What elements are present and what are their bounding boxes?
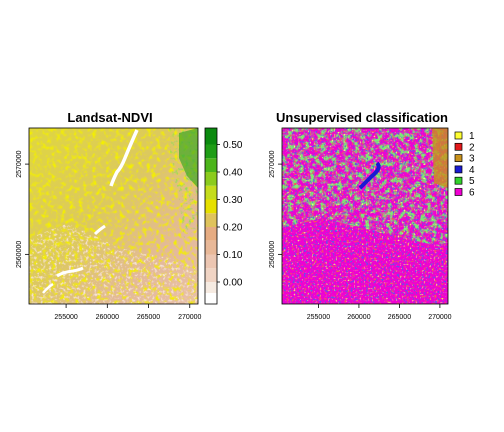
classification-map — [281, 127, 449, 305]
classification-title: Unsupervised classification — [276, 110, 448, 125]
legend-label-3: 3 — [469, 154, 475, 165]
classification-y-tick-label: 2560000 — [269, 241, 276, 268]
classification-x-tick-label: 255000 — [307, 314, 330, 321]
ndvi-colorbar-band — [205, 227, 217, 241]
ndvi-x-tick-label: 265000 — [137, 314, 160, 321]
ndvi-colorbar-band — [205, 128, 217, 145]
ndvi-colorbar-tick-label: 0.20 — [223, 223, 243, 234]
legend-swatch-3 — [454, 154, 463, 162]
classification-x-tick-label: 260000 — [347, 314, 370, 321]
ndvi-colorbar-band — [205, 213, 217, 227]
ndvi-colorbar-band — [205, 268, 217, 282]
ndvi-colorbar-band — [205, 240, 217, 255]
ndvi-colorbar-band — [205, 172, 217, 186]
classification-x-axis: 255000 260000 265000 270000 — [307, 304, 452, 321]
legend-swatch-1 — [454, 131, 463, 140]
ndvi-colorbar-tick-label: 0.40 — [223, 168, 243, 179]
ndvi-y-tick-label: 2570000 — [16, 150, 23, 177]
ndvi-colorbar-band — [205, 254, 217, 269]
ndvi-x-tick-label: 255000 — [54, 314, 77, 321]
ndvi-colorbar-tick-label: 0.10 — [223, 250, 243, 261]
ndvi-colorbar-band — [205, 293, 217, 304]
legend-swatch-6 — [454, 188, 463, 196]
ndvi-colorbar-band — [205, 199, 217, 214]
ndvi-colorbar-tick-label: 0.30 — [223, 195, 243, 206]
ndvi-colorbar-tick-label: 0.00 — [223, 278, 243, 289]
legend-label-4: 4 — [469, 165, 475, 176]
ndvi-colorbar-band — [205, 144, 217, 159]
ndvi-map — [28, 127, 199, 305]
classification-panel: Unsupervised classification — [269, 110, 475, 321]
ndvi-y-axis: 2560000 2570000 — [16, 150, 29, 268]
classification-x-tick-label: 270000 — [428, 314, 451, 321]
ndvi-colorbar-band — [205, 158, 217, 172]
ndvi-colorbar: 0.00 0.10 0.20 0.30 0.40 0.50 — [204, 127, 243, 305]
legend-label-1: 1 — [469, 131, 475, 142]
ndvi-colorbar-frame — [204, 127, 218, 305]
ndvi-colorbar-band — [205, 185, 217, 200]
legend-swatch-5 — [454, 176, 463, 185]
ndvi-x-tick-label: 270000 — [178, 314, 201, 321]
ndvi-x-tick-label: 260000 — [96, 314, 119, 321]
legend-swatch-2 — [454, 142, 463, 151]
legend-label-2: 2 — [469, 142, 475, 153]
ndvi-x-axis: 255000 260000 265000 270000 — [54, 304, 202, 321]
ndvi-colorbar-band — [205, 282, 217, 293]
ndvi-title: Landsat-NDVI — [67, 110, 152, 125]
legend-label-6: 6 — [469, 188, 475, 199]
ndvi-panel: Landsat-NDVI — [16, 110, 243, 321]
ndvi-y-tick-label: 2560000 — [16, 241, 23, 268]
classification-x-tick-label: 265000 — [388, 314, 411, 321]
ndvi-colorbar-tick-label: 0.50 — [223, 140, 243, 151]
legend-swatch-4 — [454, 165, 463, 174]
classification-y-tick-label: 2570000 — [269, 150, 276, 177]
legend-label-5: 5 — [469, 176, 475, 187]
classification-y-axis: 2560000 2570000 — [269, 150, 282, 268]
